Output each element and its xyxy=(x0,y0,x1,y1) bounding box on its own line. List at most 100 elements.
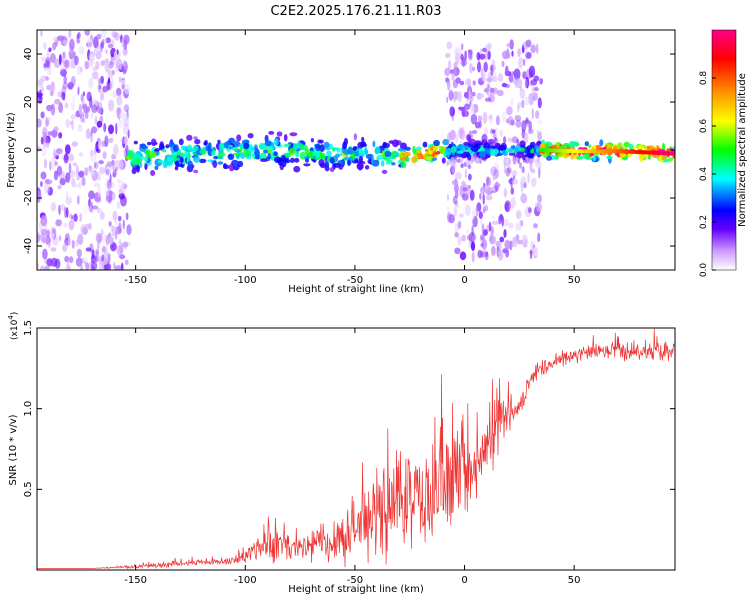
spectral-blob xyxy=(69,38,75,51)
spectral-blob xyxy=(485,194,493,201)
spectrogram-x-axis-label: Height of straight line (km) xyxy=(288,284,424,295)
spectral-blob xyxy=(77,195,80,205)
spectral-blob xyxy=(489,235,496,245)
spectral-blob xyxy=(491,245,496,256)
spectral-blob xyxy=(231,147,239,151)
spectral-blob xyxy=(122,241,129,248)
spectral-blob xyxy=(81,176,86,187)
spectral-blob xyxy=(332,147,336,152)
spectral-blob xyxy=(511,170,518,177)
spectral-blob xyxy=(173,144,179,152)
spectral-blob xyxy=(468,173,472,181)
snr-y-multiplier-close: ) xyxy=(10,312,20,316)
spectral-blob xyxy=(550,156,556,161)
spectral-blob xyxy=(455,77,461,84)
spectral-blob xyxy=(154,165,159,170)
spectral-blob xyxy=(460,59,468,67)
spectral-blob xyxy=(447,132,452,143)
spectral-blob xyxy=(308,151,313,159)
spectral-blob xyxy=(490,166,497,176)
spectral-blob xyxy=(131,168,137,175)
spectral-blob xyxy=(429,146,434,151)
spectral-blob xyxy=(64,144,71,155)
x-tick-label: 50 xyxy=(568,275,581,286)
spectral-blob xyxy=(617,142,623,149)
spectral-blob xyxy=(303,163,311,167)
spectrogram-x-ticks: -150 -100 -50 0 50 xyxy=(124,30,581,286)
spectral-blob xyxy=(37,262,40,269)
spectral-blob xyxy=(520,182,524,194)
spectral-blob xyxy=(514,115,522,122)
spectral-blob xyxy=(406,151,411,156)
spectral-blob xyxy=(90,151,97,163)
spectral-blob xyxy=(84,61,89,70)
spectral-blob xyxy=(536,43,539,54)
spectral-blob xyxy=(111,225,117,237)
spectral-blob xyxy=(517,48,522,56)
spectral-blob xyxy=(488,93,495,103)
spectral-blob xyxy=(519,88,526,99)
spectral-blob xyxy=(491,220,499,225)
spectral-blob xyxy=(469,189,475,201)
spectral-blob xyxy=(150,170,156,176)
spectral-blob xyxy=(454,183,459,193)
spectral-blob xyxy=(471,251,475,263)
spectral-blob xyxy=(114,217,117,226)
spectral-blob xyxy=(62,81,69,90)
spectral-blob xyxy=(525,39,532,48)
spectral-blob xyxy=(103,257,108,265)
spectral-blob xyxy=(526,145,533,151)
spectral-blob xyxy=(516,150,524,159)
spectral-blob xyxy=(504,65,509,77)
spectral-blob xyxy=(99,211,105,221)
colorbar-tick-label: 0.2 xyxy=(699,215,709,229)
spectral-blob xyxy=(78,45,85,55)
spectral-blob xyxy=(497,89,504,97)
spectral-blob xyxy=(53,98,61,105)
spectral-blob xyxy=(562,142,570,149)
spectral-blob xyxy=(529,80,533,87)
spectral-blob xyxy=(447,59,452,71)
spectral-blob xyxy=(514,146,522,152)
spectral-blob xyxy=(55,148,63,155)
spectral-blob xyxy=(87,38,93,50)
spectral-blob xyxy=(77,233,84,245)
spectral-blob xyxy=(218,142,225,151)
spectral-blob xyxy=(480,217,483,228)
spectral-blob xyxy=(537,97,542,109)
spectral-blob xyxy=(119,111,126,120)
spectral-blob xyxy=(464,168,467,179)
spectral-blob xyxy=(623,141,630,148)
spectral-blob xyxy=(393,151,399,156)
spectral-blob xyxy=(123,39,127,50)
colorbar xyxy=(711,29,737,271)
spectral-blob xyxy=(194,139,201,145)
spectral-blob xyxy=(490,226,495,236)
spectral-blob xyxy=(503,136,507,144)
spectral-blob xyxy=(441,157,446,164)
spectral-blob xyxy=(110,242,117,252)
spectral-blob xyxy=(510,98,514,107)
spectral-blob xyxy=(39,181,43,187)
spectral-blob xyxy=(119,243,124,254)
spectral-blob xyxy=(122,58,126,68)
spectral-blob xyxy=(522,154,526,161)
spectral-blob xyxy=(117,178,120,184)
spectral-blob xyxy=(532,246,539,257)
spectral-blob xyxy=(510,187,515,195)
spectral-blob xyxy=(466,227,470,236)
spectral-blob xyxy=(482,112,488,124)
spectral-blob xyxy=(40,171,47,180)
spectral-blob xyxy=(104,178,110,190)
spectral-blob xyxy=(49,202,56,212)
spectral-blob xyxy=(118,76,122,83)
spectral-blob xyxy=(133,140,138,145)
spectral-blob xyxy=(518,57,523,69)
spectral-blob xyxy=(446,41,453,50)
spectral-blob xyxy=(50,247,57,252)
spectral-blob xyxy=(95,248,100,255)
spectral-blob xyxy=(470,103,475,116)
spectral-blob xyxy=(454,190,459,199)
spectral-blob xyxy=(527,172,530,184)
spectral-blob xyxy=(278,159,283,166)
